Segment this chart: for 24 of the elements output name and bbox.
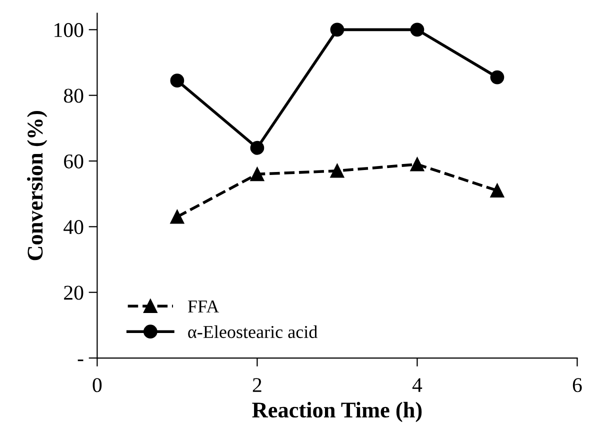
x-tick-label: 2 — [252, 378, 262, 392]
point — [250, 167, 264, 182]
y-tick-label: 20 — [64, 286, 84, 300]
point — [490, 70, 504, 84]
point — [170, 74, 184, 88]
point — [410, 22, 424, 37]
y-tick-label: - — [78, 360, 84, 362]
x-tick-label: 6 — [572, 378, 582, 392]
point — [330, 22, 344, 37]
point — [330, 164, 344, 178]
y-axis-title: Conversion (%) — [27, 111, 48, 260]
y-tick-label: 80 — [64, 88, 84, 103]
y-tick-label: 100 — [54, 23, 84, 38]
y-tick-label: 60 — [64, 154, 84, 168]
point — [490, 184, 504, 198]
x-tick-label: 4 — [412, 378, 422, 392]
legend-label: α-Eleostearic acid — [188, 325, 318, 338]
point — [170, 210, 184, 224]
x-tick-label: 0 — [92, 378, 102, 392]
point — [250, 140, 264, 155]
point — [410, 157, 424, 172]
legend-label: FFA — [188, 300, 220, 312]
x-axis-title: Reaction Time (h) — [252, 402, 422, 422]
y-tick-label: 40 — [64, 220, 84, 234]
